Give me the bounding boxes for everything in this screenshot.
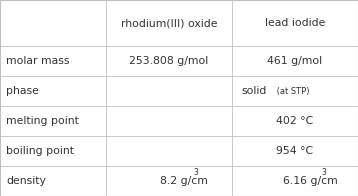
- Text: phase: phase: [6, 86, 39, 96]
- Text: 8.2 g/cm: 8.2 g/cm: [160, 176, 208, 186]
- Text: rhodium(III) oxide: rhodium(III) oxide: [121, 18, 217, 28]
- Text: molar mass: molar mass: [6, 56, 70, 66]
- Text: melting point: melting point: [6, 116, 79, 126]
- Text: boiling point: boiling point: [6, 146, 74, 156]
- Text: (at STP): (at STP): [274, 87, 309, 95]
- Text: solid: solid: [241, 86, 266, 96]
- Text: 954 °C: 954 °C: [276, 146, 314, 156]
- Text: 461 g/mol: 461 g/mol: [267, 56, 323, 66]
- Text: lead iodide: lead iodide: [265, 18, 325, 28]
- Text: 3: 3: [193, 168, 198, 177]
- Text: 402 °C: 402 °C: [276, 116, 314, 126]
- Text: density: density: [6, 176, 46, 186]
- Text: 6.16 g/cm: 6.16 g/cm: [283, 176, 338, 186]
- Text: 3: 3: [322, 168, 327, 177]
- Text: 253.808 g/mol: 253.808 g/mol: [129, 56, 208, 66]
